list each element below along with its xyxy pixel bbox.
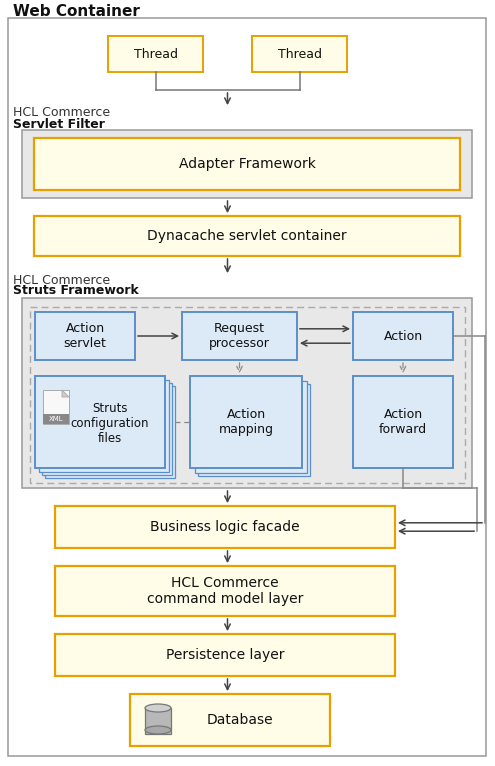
Text: Web Container: Web Container <box>13 4 140 18</box>
Text: HCL Commerce: HCL Commerce <box>13 106 110 119</box>
Bar <box>55 566 395 616</box>
Bar <box>252 36 347 72</box>
Text: Persistence layer: Persistence layer <box>166 648 284 662</box>
Bar <box>43 390 69 424</box>
Text: HCL Commerce
command model layer: HCL Commerce command model layer <box>147 576 303 606</box>
Bar <box>34 138 460 190</box>
Bar <box>22 130 472 198</box>
Bar <box>190 376 302 468</box>
Polygon shape <box>62 390 69 397</box>
Bar <box>30 307 465 483</box>
Text: Thread: Thread <box>278 47 321 61</box>
Text: Dynacache servlet container: Dynacache servlet container <box>147 229 347 243</box>
Bar <box>39 380 169 472</box>
Text: Struts
configuration
files: Struts configuration files <box>71 402 149 446</box>
Text: Thread: Thread <box>134 47 178 61</box>
Bar <box>195 381 307 473</box>
Text: Request
processor: Request processor <box>209 322 270 350</box>
Bar <box>353 312 453 360</box>
Bar <box>182 312 297 360</box>
Text: Action
servlet: Action servlet <box>63 322 106 350</box>
Text: Servlet Filter: Servlet Filter <box>13 117 105 130</box>
Bar <box>198 384 310 476</box>
Text: XML: XML <box>49 416 63 422</box>
Bar <box>55 634 395 676</box>
Bar <box>55 506 395 548</box>
Bar <box>353 376 453 468</box>
Text: Database: Database <box>207 713 273 727</box>
Text: Action
mapping: Action mapping <box>218 408 274 436</box>
Ellipse shape <box>145 704 171 712</box>
Bar <box>45 386 175 478</box>
Bar <box>130 694 330 746</box>
Bar <box>35 376 165 468</box>
Bar <box>42 383 172 475</box>
Text: Struts Framework: Struts Framework <box>13 284 139 297</box>
Text: Action: Action <box>384 329 423 342</box>
Bar <box>34 216 460 256</box>
Text: HCL Commerce: HCL Commerce <box>13 273 110 286</box>
Bar <box>108 36 203 72</box>
Bar <box>145 708 171 734</box>
Text: Action
forward: Action forward <box>379 408 427 436</box>
Bar <box>43 414 69 424</box>
Bar <box>22 298 472 488</box>
Text: Business logic facade: Business logic facade <box>150 520 300 534</box>
Text: Adapter Framework: Adapter Framework <box>179 157 315 171</box>
Ellipse shape <box>145 726 171 734</box>
Bar <box>35 312 135 360</box>
